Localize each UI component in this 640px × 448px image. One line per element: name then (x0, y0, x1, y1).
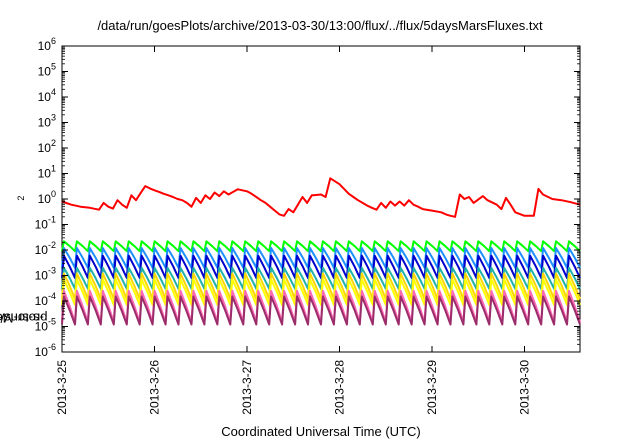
x-tick-label: 2013-3-25 (55, 360, 69, 415)
series-line-1 (61, 177, 581, 218)
y-tick-label: 106 (38, 36, 56, 53)
x-tick-label: 2013-3-28 (333, 360, 347, 415)
series-line-9 (61, 295, 581, 326)
y-tick-label: 101 (38, 164, 56, 181)
chart-title: /data/run/goesPlots/archive/2013-03-30/1… (97, 18, 543, 33)
y-tick-label: 10-5 (35, 317, 56, 334)
y-tick-label: 10-6 (35, 342, 56, 359)
y-tick-label: 10-2 (35, 240, 56, 257)
x-tick-label: 2013-3-27 (240, 360, 254, 415)
ticks-layer: 10-6 10-5 10-4 10-3 10-2 10-1 100 101 102 103 104 1… (35, 36, 580, 415)
y-tick-label: 104 (38, 87, 56, 104)
y-axis-label-suffix: -s-sr-MeV (0, 310, 44, 326)
y-tick-label: 10-4 (35, 291, 56, 308)
y-tick-label: 102 (38, 138, 56, 155)
x-tick-label: 2013-3-29 (425, 360, 439, 415)
x-axis-label: Coordinated Universal Time (UTC) (221, 424, 421, 439)
y-tick-label: 100 (38, 189, 56, 206)
y-axis-label-sup: 2 (15, 195, 26, 201)
y-tick-label: 105 (38, 62, 56, 79)
y-tick-label: 10-1 (35, 215, 56, 232)
x-tick-label: 2013-3-30 (518, 360, 532, 415)
series-layer (61, 177, 581, 326)
x-tick-label: 2013-3-26 (148, 360, 162, 415)
y-tick-label: 103 (38, 113, 56, 130)
series-line-2 (61, 240, 581, 253)
y-tick-label: 10-3 (35, 266, 56, 283)
series-line-7 (61, 278, 581, 306)
